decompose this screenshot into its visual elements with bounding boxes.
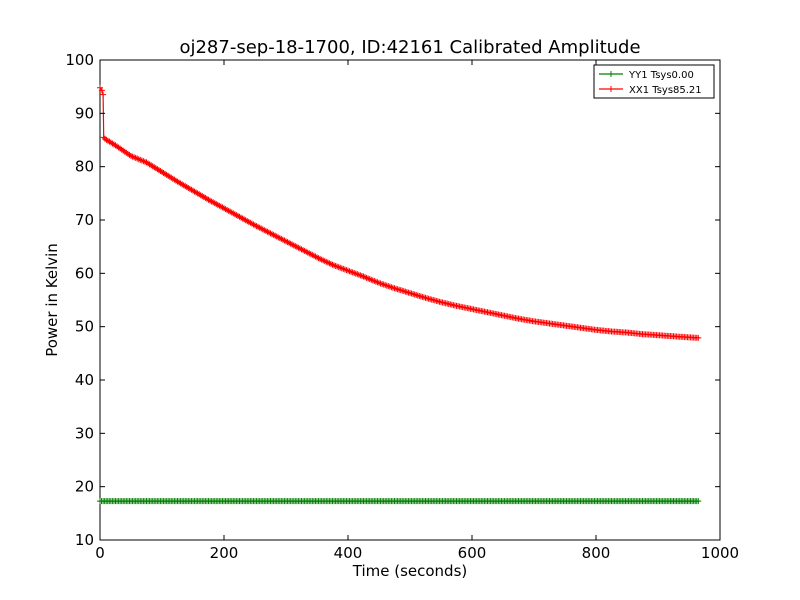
legend-marker xyxy=(608,86,614,92)
series-1 xyxy=(97,84,702,341)
legend-entry: YY1 Tsys0.00 xyxy=(599,70,694,81)
x-tick-label: 600 xyxy=(458,544,487,562)
y-tick-label: 80 xyxy=(75,158,94,176)
y-tick-label: 10 xyxy=(75,531,94,549)
series-layer xyxy=(97,84,702,505)
legend: YY1 Tsys0.00 XX1 Tsys85.21 xyxy=(593,64,715,99)
series-markers xyxy=(97,498,702,505)
plot-area: 0 200 400 600 800 1000 10 20 30 40 50 60 70 80 90 100 xyxy=(65,51,739,562)
x-tick-label: 1000 xyxy=(701,544,739,562)
legend-box xyxy=(593,64,715,99)
plot-frame xyxy=(99,59,721,541)
y-tick-label: 30 xyxy=(75,424,94,442)
y-tick-label: 40 xyxy=(75,371,94,389)
series-point xyxy=(100,91,107,98)
series-point xyxy=(695,498,702,505)
y-axis-label: Power in Kelvin xyxy=(43,243,61,357)
chart-title: oj287-sep-18-1700, ID:42161 Calibrated A… xyxy=(179,37,640,58)
y-tick-label: 70 xyxy=(75,211,94,229)
series-point xyxy=(695,334,702,341)
legend-label: XX1 Tsys85.21 xyxy=(629,85,702,96)
legend-label: YY1 Tsys0.00 xyxy=(628,70,694,81)
series-point xyxy=(98,87,105,94)
y-tick-label: 100 xyxy=(65,51,94,69)
y-tick-label: 60 xyxy=(75,264,94,282)
series-markers xyxy=(97,84,702,341)
y-tick-label: 90 xyxy=(75,104,94,122)
y-tick-label: 20 xyxy=(75,478,94,496)
legend-marker xyxy=(608,71,614,77)
x-axis-ticks: 0 200 400 600 800 1000 xyxy=(95,60,739,562)
x-tick-label: 800 xyxy=(582,544,611,562)
legend-entry: XX1 Tsys85.21 xyxy=(599,85,702,96)
x-tick-label: 0 xyxy=(95,544,105,562)
x-axis-label: Time (seconds) xyxy=(352,562,468,580)
y-tick-label: 50 xyxy=(75,318,94,336)
x-tick-label: 400 xyxy=(334,544,363,562)
x-tick-label: 200 xyxy=(210,544,239,562)
y-axis-ticks: 10 20 30 40 50 60 70 80 90 100 xyxy=(65,51,720,549)
series-0 xyxy=(97,498,702,505)
